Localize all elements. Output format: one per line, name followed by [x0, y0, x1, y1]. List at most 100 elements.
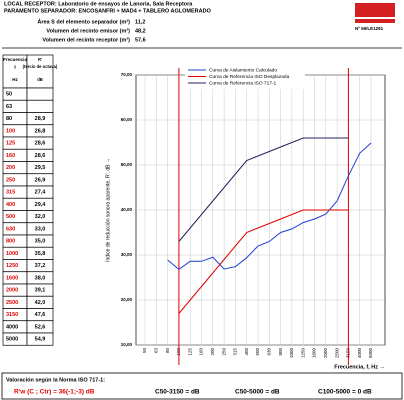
c-term: C50-5000 = dB — [235, 389, 280, 396]
param-label: Área S del elemento separador (m²) — [37, 18, 130, 25]
frequency: 315 — [6, 190, 15, 196]
r-value: 28,6 — [35, 153, 46, 159]
logo — [355, 3, 395, 23]
r-value: 39,1 — [35, 288, 46, 294]
r-value: 28,9 — [35, 116, 46, 122]
x-tick-label: 250 — [221, 348, 226, 356]
y-axis-label: Índice de reducción sonora aparente, R',… — [104, 158, 111, 262]
param-value: 48,2 — [135, 28, 146, 34]
rw-value: R'w (C ; Ctr) = 36(-1;-3) dB — [14, 389, 95, 396]
header-line: LOCAL RECEPTOR: Laboratorio de ensayos d… — [4, 1, 193, 7]
r-value: 28,6 — [35, 141, 46, 147]
r-value: 54,9 — [35, 337, 46, 343]
r-value: 42,0 — [35, 300, 46, 306]
param-label: Volumen del recinto emisor (m³) — [46, 27, 130, 34]
table-header: Hz — [12, 77, 18, 82]
table-cell — [26, 99, 54, 113]
x-tick-label: 5000 — [368, 348, 373, 359]
frequency: 4000 — [6, 324, 18, 330]
header-line: PARAMENTO SEPARADOR: ENCOSANFRI + MAD4 +… — [4, 8, 212, 14]
y-tick-label: 20,00 — [121, 297, 133, 302]
frequency: 200 — [6, 165, 15, 171]
frequency: 160 — [6, 153, 15, 159]
cert-number: Nº 59/LE1291 — [355, 26, 384, 31]
footer-box — [1, 372, 403, 400]
x-tick-label: 4000 — [357, 348, 362, 359]
x-tick-label: 1000 — [289, 348, 294, 359]
frequency: 1250 — [6, 263, 18, 269]
param-value: 57,6 — [135, 37, 146, 43]
param-label: Volumen del recinto receptor (m³) — [42, 36, 130, 43]
logo-bar — [355, 19, 395, 23]
x-tick-label: 315 — [233, 348, 238, 356]
frequency: 100 — [6, 128, 15, 134]
frequency: 250 — [6, 177, 15, 183]
r-value: 35,0 — [35, 239, 46, 245]
table: Frecuencia f Hz R' (tercio de octava) dB 50 63 8… — [2, 54, 58, 346]
frequency: 800 — [6, 239, 15, 245]
logo-block — [355, 3, 395, 17]
series-line — [178, 209, 349, 314]
y-tick-label: 30,00 — [121, 252, 133, 257]
r-value: 29,5 — [35, 165, 46, 171]
x-tick-label: 125 — [187, 348, 192, 356]
footer-title: Valoración según la Norma ISO 717-1: — [6, 377, 105, 383]
r-value: 47,6 — [35, 312, 46, 318]
c-term: C50-3150 = dB — [155, 389, 200, 396]
frequency: 400 — [6, 202, 15, 208]
x-tick-label: 800 — [278, 348, 283, 356]
legend-label: Curva de Aislamiento Calculado — [209, 67, 277, 73]
legend-label: Curva de Referencia ISO 717-1 — [209, 80, 277, 86]
r-value: 35,8 — [35, 251, 46, 257]
frequency: 500 — [6, 214, 15, 220]
series-line — [178, 137, 349, 242]
table-header: f — [14, 65, 16, 70]
r-value: 29,4 — [35, 202, 47, 208]
x-tick-label: 1250 — [300, 348, 305, 359]
x-tick-label: 2500 — [334, 348, 339, 359]
x-tick-label: 1600 — [312, 348, 317, 359]
frequency: 5000 — [6, 337, 18, 343]
frequency: 125 — [6, 141, 15, 147]
frequency: 1000 — [6, 251, 18, 257]
x-tick-label: 630 — [266, 348, 271, 356]
r-value: 52,6 — [35, 324, 46, 330]
param-value: 11,2 — [135, 19, 145, 25]
y-tick-label: 40,00 — [121, 207, 133, 212]
frequency: 80 — [6, 116, 12, 122]
legend-label: Curva de Referencia ISO Desplazada — [209, 74, 290, 80]
x-tick-label: 80 — [165, 348, 170, 354]
y-tick-label: 50,00 — [121, 162, 133, 167]
r-value: 27,4 — [35, 190, 47, 196]
c-term: C100-5000 = 0 dB — [318, 389, 372, 396]
y-tick-label: 10,00 — [121, 342, 133, 347]
r-value: 37,2 — [35, 263, 46, 269]
x-axis-label: Frecuencia, f, Hz → — [334, 364, 385, 370]
frequency: 2000 — [6, 288, 18, 294]
r-value: 33,0 — [35, 226, 46, 232]
table-header: (tercio de octava) — [23, 64, 58, 69]
frequency: 50 — [6, 92, 12, 98]
frequency: 2500 — [6, 300, 18, 306]
x-tick-label: 500 — [255, 348, 260, 356]
frequency: 630 — [6, 226, 15, 232]
x-tick-label: 63 — [153, 348, 158, 354]
series-line — [167, 142, 372, 271]
frequency: 63 — [6, 104, 12, 110]
x-tick-label: 50 — [142, 348, 147, 354]
table-header: dB — [37, 77, 43, 82]
table-header: R' — [38, 57, 42, 62]
x-tick-label: 200 — [210, 348, 215, 356]
r-value: 38,0 — [35, 275, 46, 281]
r-value: 32,0 — [35, 214, 46, 220]
x-tick-label: 400 — [244, 348, 249, 356]
chart: 5063801001251602002503154005006308001000… — [104, 67, 386, 370]
x-tick-label: 160 — [199, 348, 204, 356]
legend-box — [185, 67, 305, 89]
y-tick-label: 60,00 — [121, 117, 133, 122]
frequency: 1600 — [6, 275, 18, 281]
x-tick-label: 2000 — [323, 348, 328, 359]
r-value: 26,8 — [35, 128, 46, 134]
